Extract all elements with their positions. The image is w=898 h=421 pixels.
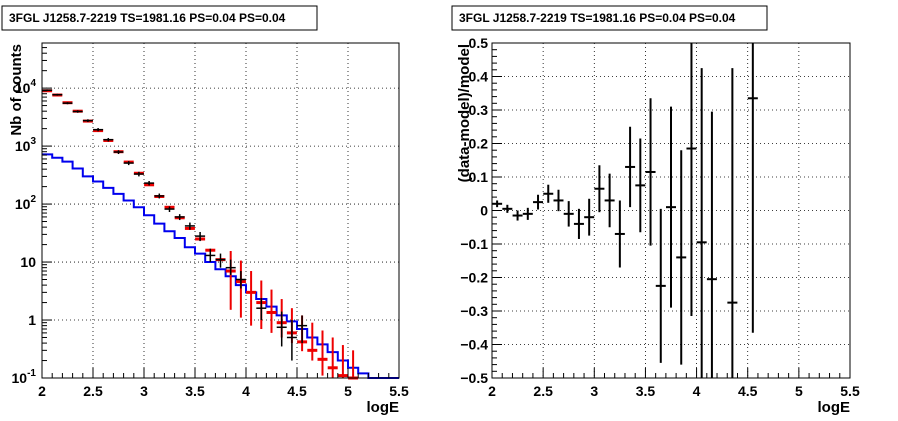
residual-xtick-label: 5 [795, 383, 803, 399]
residual-ytick-label: −0.3 [460, 303, 488, 319]
residual-ytick-label: −0.1 [460, 236, 488, 252]
counts-ytick-label: 10-1 [12, 368, 37, 386]
residual-ytick-label: −0.2 [460, 270, 488, 286]
residual-ylabel: (data-model)/model [456, 44, 473, 182]
counts-xtick-label: 3 [140, 383, 148, 399]
residual-xtick-label: 4.5 [738, 383, 758, 399]
counts-ylabel: Nb of counts [8, 44, 25, 136]
counts-title-box [1, 5, 318, 31]
residual-ytick-label: 0.2 [469, 136, 489, 152]
residual-ytick-label: −0.4 [460, 337, 488, 353]
model-step-line [42, 153, 399, 379]
residual-ytick-label: 0 [480, 203, 488, 219]
counts-plot-area [42, 43, 399, 378]
counts-ytick-label: 104 [15, 78, 37, 96]
residual-ytick-label: 0.3 [469, 102, 489, 118]
residual-xtick-label: 2.5 [533, 383, 553, 399]
counts-xlabel: logE [367, 399, 400, 416]
counts-title: 3FGL J1258.7-2219 TS=1981.16 PS=0.04 PS=… [9, 11, 286, 25]
counts-xtick-label: 4.5 [287, 383, 307, 399]
residual-xlabel: logE [818, 399, 851, 416]
counts-xtick-label: 5 [344, 383, 352, 399]
counts-frame [41, 42, 400, 379]
residual-title-box [451, 5, 768, 31]
counts-xtick-label: 2.5 [83, 383, 103, 399]
residual-title: 3FGL J1258.7-2219 TS=1981.16 PS=0.04 PS=… [459, 11, 736, 25]
counts-ytick-label: 10 [20, 254, 36, 270]
counts-xtick-label: 3.5 [185, 383, 205, 399]
residual-xtick-label: 4 [693, 383, 701, 399]
counts-ytick-label: 1 [28, 312, 36, 328]
residual-ytick-label: 0.1 [469, 169, 489, 185]
counts-ytick-label: 102 [15, 194, 37, 212]
residual-ytick-label: 0.4 [469, 69, 489, 85]
residual-xtick-label: 2 [488, 383, 496, 399]
residual-xtick-label: 5.5 [840, 383, 860, 399]
residual-xtick-label: 3 [590, 383, 598, 399]
counts-xtick-label: 4 [242, 383, 250, 399]
counts-ytick-label: 103 [15, 136, 37, 154]
counts-xtick-label: 5.5 [389, 383, 409, 399]
residual-xtick-label: 3.5 [636, 383, 656, 399]
residual-ytick-label: 0.5 [469, 35, 489, 51]
counts-xtick-label: 2 [38, 383, 46, 399]
residual-ytick-label: −0.5 [460, 370, 488, 386]
